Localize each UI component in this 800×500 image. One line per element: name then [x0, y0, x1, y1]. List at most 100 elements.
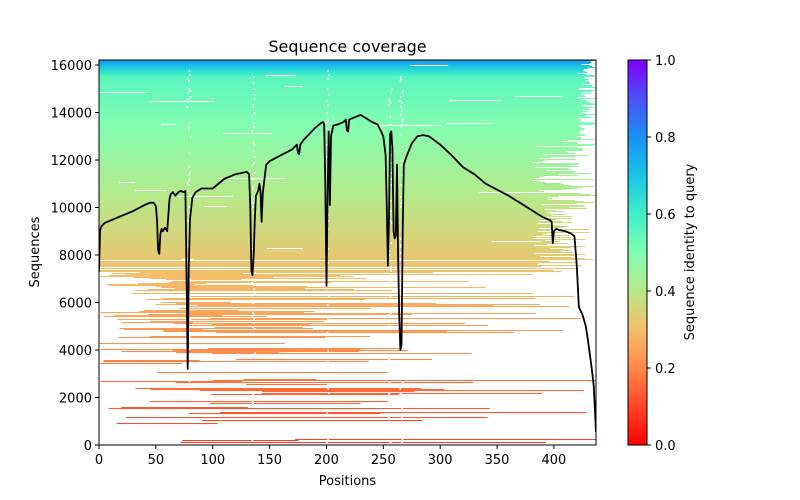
sequence-row [99, 78, 585, 80]
sequence-row [99, 363, 183, 365]
sequence-row [100, 381, 243, 383]
gap-column-mark [327, 120, 330, 122]
y-tick-label: 6000 [59, 296, 92, 311]
sequence-row [99, 144, 596, 146]
sequence-row [146, 299, 366, 301]
gap-column-mark [188, 398, 190, 400]
sequence-row [99, 83, 591, 85]
gap-column-mark [326, 100, 328, 102]
sequence-row [99, 164, 578, 166]
gap-column-mark [187, 392, 189, 394]
sequence-row [99, 80, 586, 82]
gap-column-mark [399, 310, 402, 312]
gap-column-mark [400, 392, 402, 394]
gap-column-mark [189, 438, 191, 440]
sequence-row [99, 180, 534, 182]
sequence-row [108, 408, 490, 410]
sequence-row [173, 323, 466, 325]
sequence-row [119, 328, 313, 330]
sequence-row [99, 242, 552, 244]
gap-column-mark [253, 328, 256, 330]
sequence-row [121, 351, 360, 353]
gap-column-mark [188, 174, 190, 176]
gap-column-mark [189, 96, 192, 98]
coverage-heatmap [99, 60, 596, 445]
gap-column-mark [189, 136, 192, 138]
gap-column-mark [389, 414, 391, 416]
sequence-row [99, 94, 582, 96]
colorbar-tick-label: 1.0 [655, 54, 676, 69]
sequence-row [150, 389, 445, 391]
sequence-row [99, 185, 571, 187]
gap-column-mark [189, 318, 192, 320]
gap-column-mark [253, 144, 256, 146]
sequence-row [148, 314, 412, 316]
gap-column-mark [389, 280, 391, 282]
sequence-row [99, 264, 537, 266]
gap-column-mark [400, 106, 402, 108]
gap-column-mark [389, 116, 392, 118]
sequence-row [99, 246, 586, 248]
gap-column-mark [326, 442, 328, 444]
gap-column-mark [327, 104, 329, 106]
gap-segment [135, 190, 167, 192]
gap-column-mark [251, 116, 254, 118]
sequence-row [99, 87, 596, 89]
x-axis-label: Positions [319, 474, 377, 489]
gap-column-mark [400, 378, 403, 380]
coverage-line-layer [99, 114, 596, 432]
gap-column-mark [328, 94, 330, 96]
gap-column-mark [388, 392, 390, 394]
sequence-row [99, 165, 570, 167]
gap-column-mark [252, 164, 254, 166]
sequence-row [99, 209, 545, 211]
gap-column-mark [253, 288, 256, 290]
gap-column-mark [401, 408, 403, 410]
gap-segment [223, 133, 272, 135]
gap-column-mark [399, 330, 402, 332]
gap-column-mark [251, 248, 254, 250]
gap-column-mark [188, 380, 191, 382]
gap-column-mark [253, 156, 256, 158]
gap-column-mark [253, 212, 255, 214]
sequence-row [99, 251, 562, 253]
gap-column-mark [401, 418, 404, 420]
sequence-row [99, 129, 585, 131]
sequence-row [243, 379, 317, 381]
sequence-row [99, 343, 285, 345]
sequence-row [155, 304, 541, 306]
gap-column-mark [390, 294, 393, 296]
gap-column-mark [252, 106, 255, 108]
gap-column-mark [388, 400, 390, 402]
sequence-row [99, 261, 550, 263]
gap-column-mark [189, 280, 191, 282]
gap-column-mark [388, 98, 390, 100]
gap-segment [374, 125, 441, 127]
gap-column-mark [402, 382, 404, 384]
sequence-row [99, 186, 594, 188]
gap-column-mark [389, 284, 392, 286]
sequence-row [99, 146, 537, 148]
gap-column-mark [388, 358, 390, 360]
sequence-row [99, 193, 581, 195]
sequence-row [101, 349, 361, 351]
gap-column-mark [188, 178, 191, 180]
gap-column-mark [253, 76, 255, 78]
sequence-row [99, 190, 540, 192]
sequence-row [178, 308, 372, 310]
colorbar-label: Sequence identity to query [683, 163, 698, 340]
sequence-row [99, 132, 580, 134]
gap-column-mark [390, 184, 393, 186]
sequence-row [99, 248, 550, 250]
sequence-row [124, 274, 533, 276]
gap-column-mark [252, 340, 254, 342]
sequence-row [99, 214, 567, 216]
sequence-row [176, 303, 436, 305]
gap-column-mark [399, 76, 402, 78]
gap-column-mark [253, 292, 256, 294]
sequence-row [99, 114, 595, 116]
sequence-row [99, 133, 580, 135]
gap-column-mark [389, 442, 392, 444]
gap-column-mark [390, 276, 393, 278]
sequence-row [99, 253, 535, 255]
